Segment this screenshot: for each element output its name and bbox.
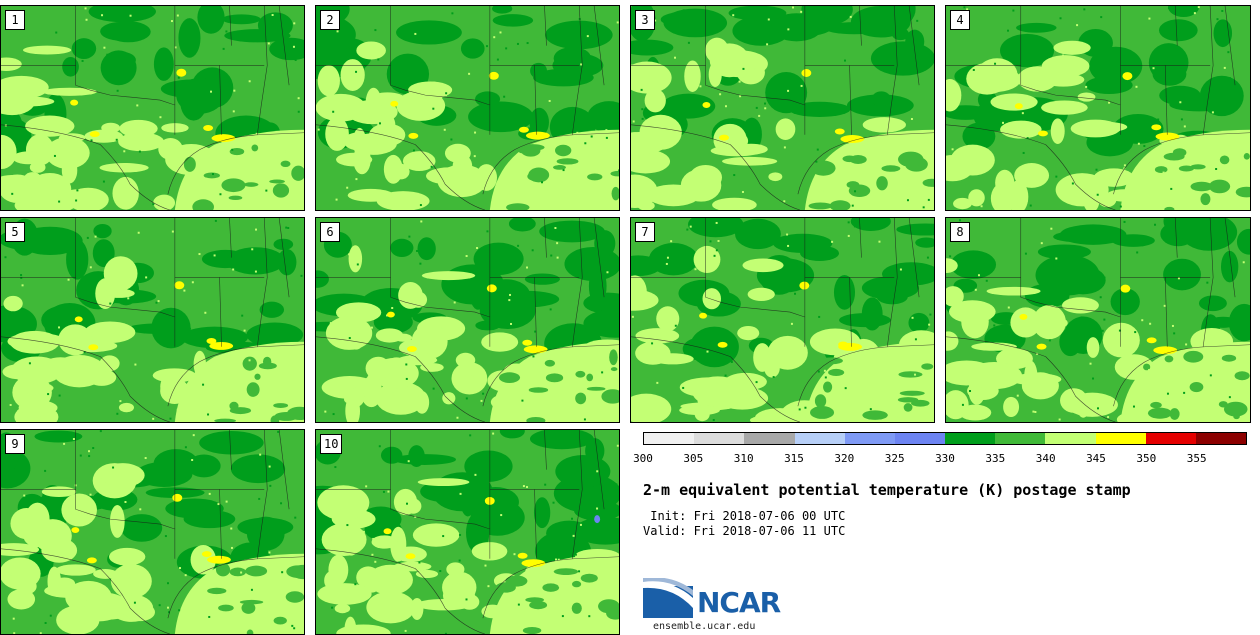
colorbar-tick-label: 310	[733, 452, 754, 465]
map-panel-6: 6	[315, 217, 620, 423]
member-label: 6	[320, 222, 340, 242]
theta-e-field	[631, 6, 934, 210]
theta-e-field	[946, 6, 1250, 210]
map-panel-3: 3	[630, 5, 935, 211]
colorbar-segment	[1195, 433, 1247, 444]
colorbar-segment	[894, 433, 946, 444]
colorbar-ticks: 300 305 310 315 320 325 330 335 340 345 350 355	[633, 452, 1247, 466]
colorbar-segment	[744, 433, 795, 444]
theta-e-field	[316, 6, 619, 210]
map-panel-5: 5	[0, 217, 305, 423]
colorbar-tick-label: 355	[1186, 452, 1207, 465]
member-label: 9	[5, 434, 25, 454]
colorbar-segment	[1045, 433, 1096, 444]
colorbar-tick-label: 300	[633, 452, 653, 465]
member-label: 2	[320, 10, 340, 30]
colorbar-tick-label: 340	[1035, 452, 1056, 465]
theta-e-field	[316, 430, 619, 634]
colorbar-tick-label: 330	[935, 452, 955, 465]
map-panel-10: 10	[315, 429, 620, 635]
colorbar-tick-label: 325	[884, 452, 905, 465]
colorbar-tick-label: 315	[784, 452, 804, 465]
member-label: 10	[320, 434, 343, 454]
colorbar-segment	[844, 433, 895, 444]
map-panel-9: 9	[0, 429, 305, 635]
member-label: 4	[950, 10, 970, 30]
theta-e-field	[631, 218, 934, 422]
ncar-logo-text: NCAR	[697, 586, 781, 619]
map-panel-1: 1	[0, 5, 305, 211]
valid-time: Valid: Fri 2018-07-06 11 UTC	[643, 524, 846, 538]
colorbar-segment	[644, 433, 695, 444]
colorbar	[643, 432, 1247, 445]
map-panel-4: 4	[945, 5, 1251, 211]
theta-e-field	[316, 218, 619, 422]
init-time: Init: Fri 2018-07-06 00 UTC	[643, 509, 846, 523]
colorbar-segment	[794, 433, 845, 444]
map-panel-8: 8	[945, 217, 1251, 423]
colorbar-segment	[1095, 433, 1146, 444]
colorbar-segment	[1145, 433, 1196, 444]
colorbar-tick-label: 335	[985, 452, 1006, 465]
theta-e-field	[1, 6, 304, 210]
member-label: 5	[5, 222, 25, 242]
colorbar-tick-label: 305	[683, 452, 704, 465]
member-label: 1	[5, 10, 25, 30]
colorbar-segment	[694, 433, 745, 444]
ncar-logo-icon	[643, 578, 693, 618]
map-panel-2: 2	[315, 5, 620, 211]
colorbar-tick-label: 350	[1136, 452, 1157, 465]
plot-title: 2-m equivalent potential temperature (K)…	[643, 481, 1131, 499]
colorbar-tick-label: 345	[1086, 452, 1106, 465]
colorbar-segment	[995, 433, 1046, 444]
member-label: 7	[635, 222, 655, 242]
map-panel-7: 7	[630, 217, 935, 423]
member-label: 3	[635, 10, 655, 30]
member-label: 8	[950, 222, 970, 242]
theta-e-field	[1, 218, 304, 422]
theta-e-field	[946, 218, 1250, 422]
colorbar-segment	[945, 433, 996, 444]
theta-e-field	[1, 430, 304, 634]
colorbar-tick-label: 320	[834, 452, 855, 465]
ncar-url: ensemble.ucar.edu	[653, 621, 756, 632]
